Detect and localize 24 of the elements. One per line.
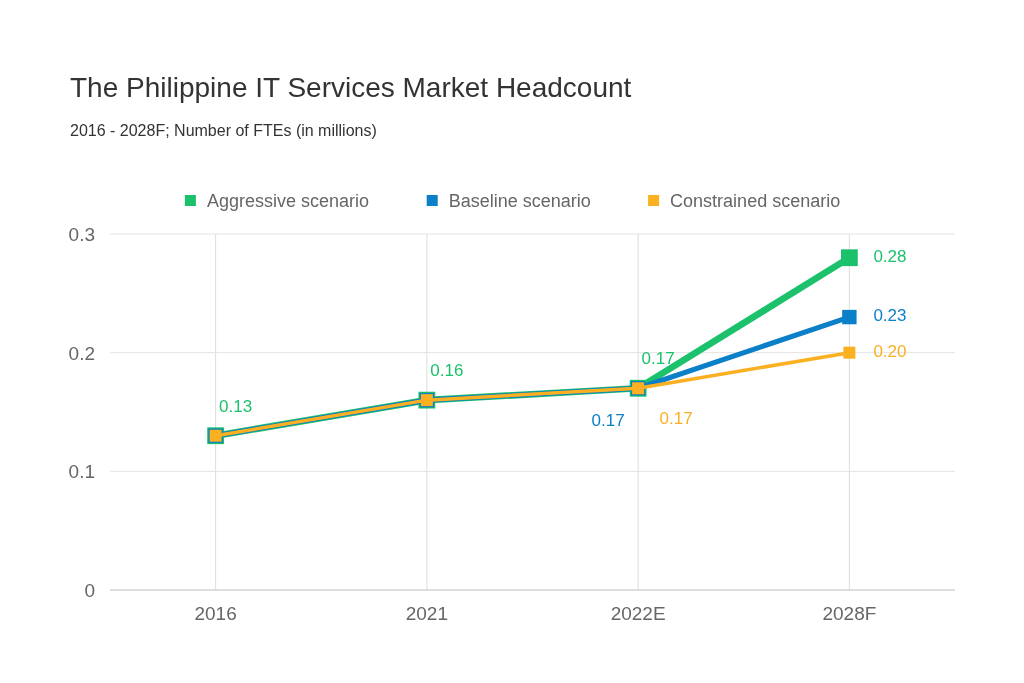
point — [842, 309, 857, 325]
legend-label: Constrained scenario — [670, 191, 841, 211]
data-label: 0.16 — [430, 361, 464, 381]
y-tick-label: 0.2 — [68, 342, 95, 364]
data-label: 0.13 — [219, 396, 253, 416]
x-tick-label: 2028F — [822, 603, 877, 624]
data-label: 0.17 — [659, 409, 693, 429]
legend-label: Aggressive scenario — [206, 191, 369, 211]
y-tick-label: 0.3 — [68, 224, 95, 245]
chart-title: The Philippine IT Services Market Headcount — [70, 72, 632, 103]
point — [843, 346, 856, 359]
x-tick-label: 2021 — [405, 603, 449, 624]
data-label: 0.23 — [873, 306, 907, 326]
y-tick-label: 0 — [84, 580, 95, 601]
data-label: 0.17 — [591, 411, 625, 431]
data-label: 0.28 — [873, 246, 907, 266]
data-label: 0.17 — [641, 349, 675, 369]
legend-label: Baseline scenario — [448, 191, 591, 211]
y-tick-label: 0.1 — [68, 461, 95, 483]
data-label: 0.20 — [873, 341, 907, 361]
x-tick-label: 2016 — [194, 603, 237, 624]
x-tick-label: 2022E — [610, 603, 666, 624]
point — [840, 249, 858, 267]
chart-subtitle: 2016 - 2028F; Number of FTEs (in millions) — [70, 122, 377, 139]
